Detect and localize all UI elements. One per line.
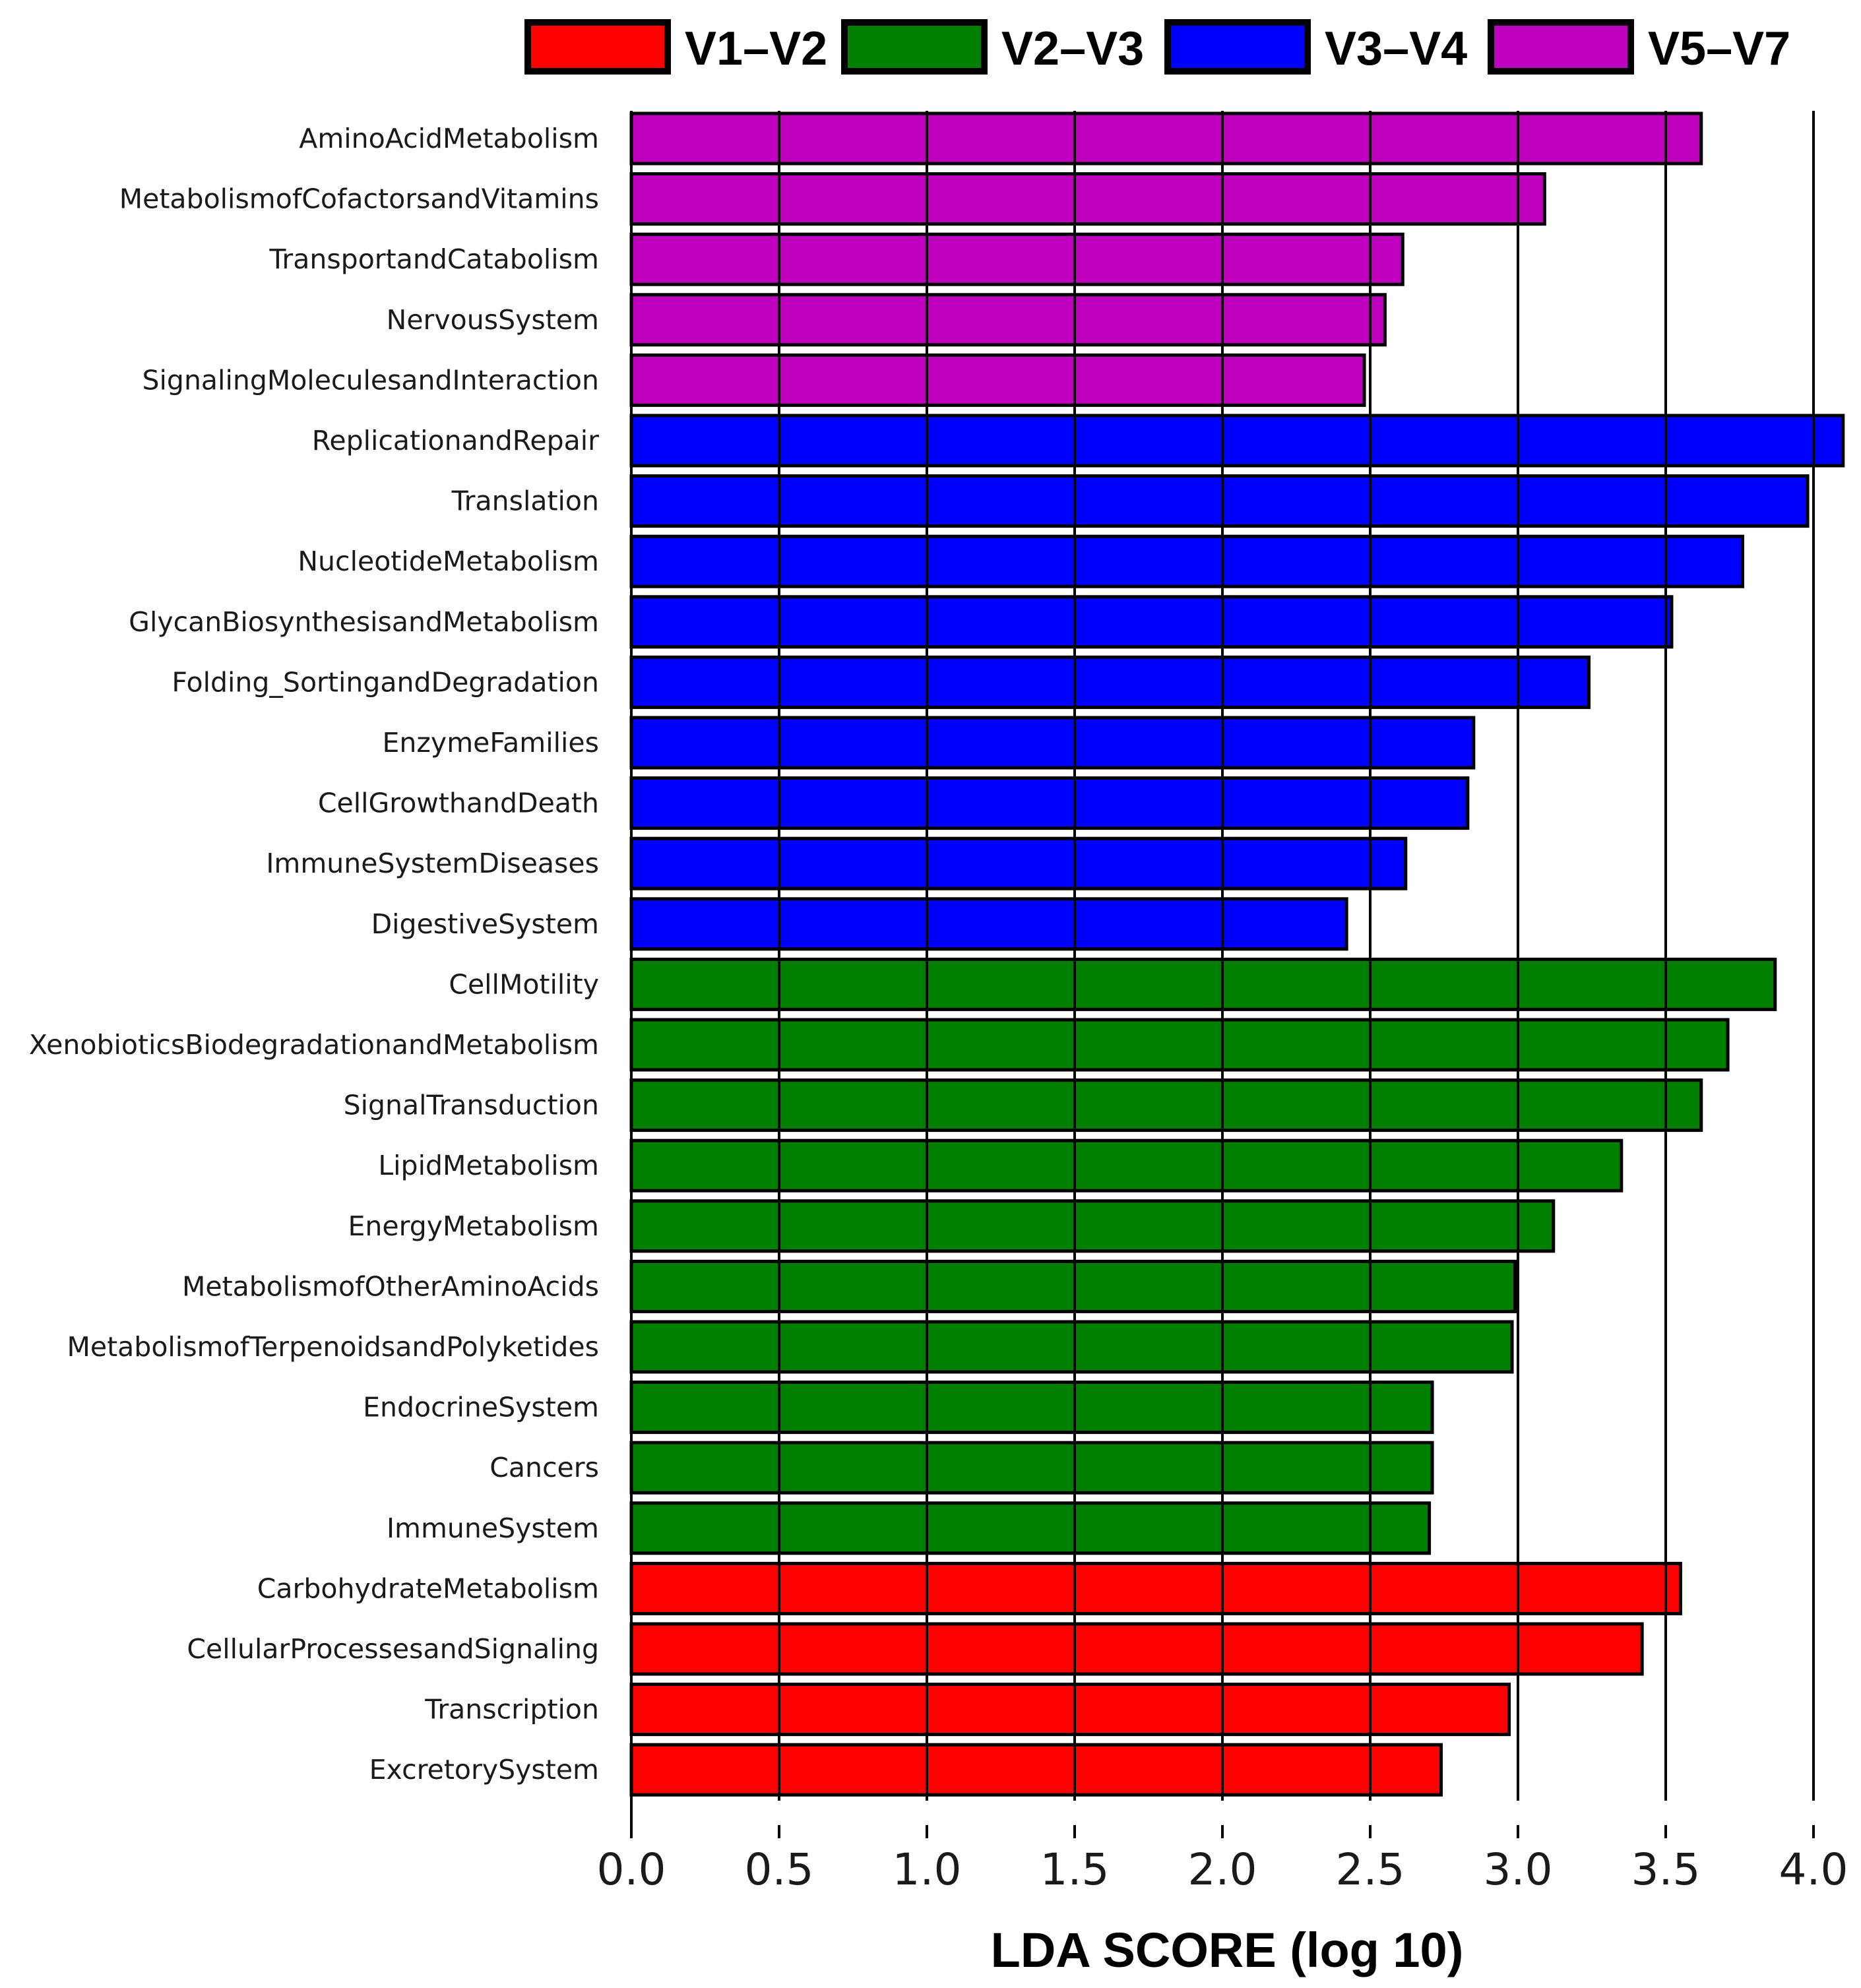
x-tick-label: 3.5 <box>1631 1844 1701 1895</box>
legend-label: V3–V4 <box>1325 22 1467 75</box>
category-label: EnzymeFamilies <box>383 727 599 759</box>
category-label: ReplicationandRepair <box>312 425 599 456</box>
bar <box>629 1743 1443 1797</box>
category-label: TransportandCatabolism <box>268 243 599 275</box>
bar <box>629 836 1408 890</box>
legend-label: V5–V7 <box>1648 22 1790 75</box>
category-label: EndocrineSystem <box>363 1392 599 1423</box>
category-label: SignalTransduction <box>344 1090 599 1121</box>
bar <box>629 897 1348 951</box>
category-label: ImmuneSystem <box>387 1512 599 1544</box>
x-axis-title: LDA SCORE (log 10) <box>991 1923 1464 1977</box>
x-tick-label: 4.0 <box>1779 1844 1848 1895</box>
bar <box>629 534 1744 588</box>
x-tick-label: 2.0 <box>1188 1844 1257 1895</box>
bar <box>629 232 1404 286</box>
bar <box>629 1018 1730 1072</box>
bar <box>629 1561 1682 1615</box>
category-label: NervousSystem <box>387 304 599 336</box>
bar <box>629 1320 1514 1374</box>
x-tick-label: 0.5 <box>745 1844 814 1895</box>
category-label: Transcription <box>424 1694 599 1725</box>
bar <box>629 293 1387 347</box>
bar <box>629 716 1476 770</box>
legend-label: V2–V3 <box>1001 22 1144 75</box>
category-label: MetabolismofCofactorsandVitamins <box>119 183 599 215</box>
bar <box>629 1259 1517 1313</box>
category-label: CellMotility <box>449 968 599 1000</box>
legend-swatch <box>1164 19 1311 75</box>
bar <box>629 655 1591 709</box>
bar <box>629 172 1546 226</box>
category-label: EnergyMetabolism <box>348 1210 599 1242</box>
bar <box>629 1199 1556 1253</box>
category-label: AminoAcidMetabolism <box>299 123 599 154</box>
category-label: ExcretorySystem <box>369 1754 599 1786</box>
category-label: CarbohydrateMetabolism <box>257 1572 599 1604</box>
x-tick-label: 0.0 <box>597 1844 666 1895</box>
legend-swatch <box>841 19 988 75</box>
x-tick-label: 2.5 <box>1336 1844 1405 1895</box>
legend-label: V1–V2 <box>685 22 827 75</box>
x-axis: 0.0 0.5 1.0 1.5 2.0 2.5 3.0 3.5 4.0 <box>597 111 1848 1895</box>
category-label: MetabolismofTerpenoidsandPolyketides <box>67 1331 600 1363</box>
category-label: MetabolismofOtherAminoAcids <box>182 1270 599 1302</box>
bar <box>629 1381 1434 1435</box>
bar <box>629 1078 1703 1133</box>
category-label: Cancers <box>489 1452 599 1483</box>
category-label: ImmuneSystemDiseases <box>266 848 599 879</box>
category-label: LipidMetabolism <box>378 1150 599 1181</box>
bars <box>629 111 1845 1797</box>
bar <box>629 595 1674 649</box>
x-tick-label: 1.0 <box>893 1844 962 1895</box>
category-label: GlycanBiosynthesisandMetabolism <box>129 606 599 638</box>
category-label: NucleotideMetabolism <box>298 545 599 577</box>
category-label: Translation <box>451 485 599 517</box>
bar <box>629 1683 1511 1737</box>
bar <box>629 957 1777 1011</box>
bar <box>629 111 1703 166</box>
bar <box>629 1441 1434 1495</box>
bar <box>629 1622 1644 1676</box>
category-label: CellularProcessesandSignaling <box>187 1633 599 1665</box>
bar <box>629 353 1366 407</box>
bar <box>629 414 1845 468</box>
category-label: XenobioticsBiodegradationandMetabolism <box>29 1029 599 1061</box>
bar <box>629 776 1470 830</box>
legend: V1–V2 V2–V3 V3–V4 V5–V7 <box>524 19 1790 75</box>
legend-swatch <box>1488 19 1634 75</box>
category-label: Folding_SortingandDegradation <box>172 666 599 698</box>
category-labels: AminoAcidMetabolism MetabolismofCofactors… <box>29 123 599 1786</box>
category-label: DigestiveSystem <box>371 908 599 940</box>
x-tick-label: 3.0 <box>1484 1844 1553 1895</box>
x-tick-label: 1.5 <box>1040 1844 1110 1895</box>
category-label: SignalingMoleculesandInteraction <box>142 364 600 396</box>
legend-swatch <box>524 19 671 75</box>
category-label: CellGrowthandDeath <box>318 788 599 819</box>
bar <box>629 1501 1432 1555</box>
gridlines <box>778 111 1815 1801</box>
bar <box>629 474 1810 528</box>
